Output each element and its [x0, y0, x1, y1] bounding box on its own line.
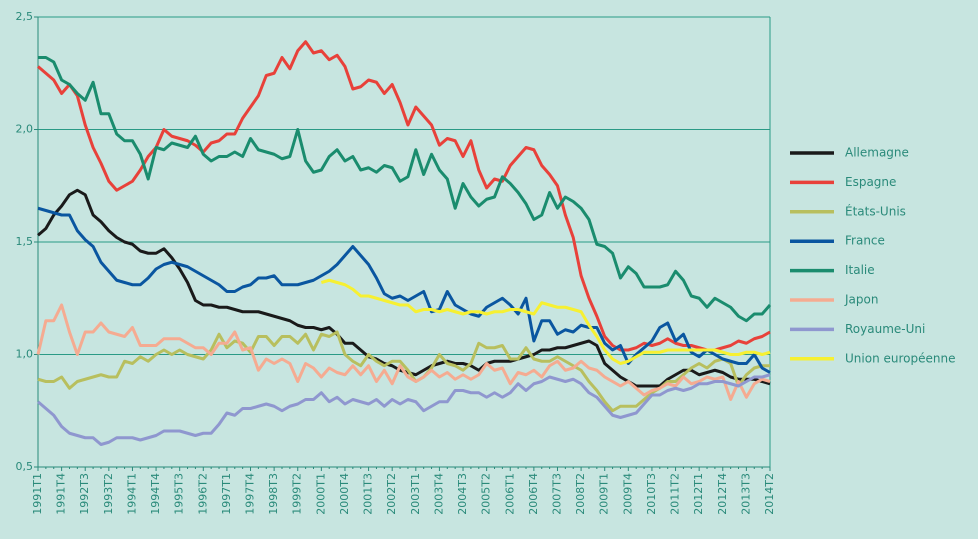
y-tick-label: 0,5 [16, 460, 34, 473]
y-tick-label: 1,0 [16, 348, 34, 361]
x-tick-label: 2004T3 [456, 473, 469, 515]
x-tick-label: 2010T3 [645, 473, 658, 515]
x-tick-label: 1992T3 [78, 473, 91, 515]
x-tick-label: 2008T2 [574, 473, 587, 515]
x-tick-label: 1994T4 [149, 473, 162, 515]
x-tick-label: 2003T4 [432, 473, 445, 515]
x-tick-label: 1996T2 [196, 473, 209, 515]
x-tick-label: 1994T1 [125, 473, 138, 515]
x-tick-label: 1999T2 [291, 473, 304, 515]
x-tick-label: 2002T2 [385, 473, 398, 515]
x-tick-label: 2003T1 [409, 473, 422, 515]
x-tick-label: 2013T3 [739, 473, 752, 515]
legend-label: Royaume-Uni [845, 322, 925, 336]
series-line [37, 373, 771, 446]
x-tick-label: 1991T4 [55, 473, 68, 515]
legend-label: Union européenne [845, 351, 955, 365]
series-line [38, 56, 772, 323]
series-line [320, 278, 771, 365]
x-tick-label: 2006T4 [527, 473, 540, 515]
legend-label: Italie [845, 263, 875, 277]
y-tick-label: 1,5 [16, 235, 34, 248]
x-tick-label: 2005T2 [480, 473, 493, 515]
x-tick-label: 1997T4 [244, 473, 257, 515]
series-line [36, 303, 771, 401]
x-tick-label: 1997T1 [220, 473, 233, 515]
x-tick-label: 2001T3 [362, 473, 375, 515]
legend-label: Japon [844, 293, 878, 307]
x-tick-label: 1991T1 [31, 473, 44, 515]
legend-label: Espagne [845, 175, 896, 189]
x-tick-label: 2000T4 [338, 473, 351, 515]
x-tick-label: 2011T2 [669, 473, 682, 515]
series-line [37, 330, 770, 413]
x-tick-label: 1993T2 [102, 473, 115, 515]
legend-label: Allemagne [845, 146, 909, 160]
y-tick-label: 2,5 [16, 10, 34, 23]
legend-label: États-Unis [845, 203, 906, 218]
x-tick-label: 2006T1 [503, 473, 516, 515]
x-tick-label: 2000T1 [314, 473, 327, 515]
x-tick-label: 1998T3 [267, 473, 280, 515]
series-line [37, 206, 771, 374]
x-tick-label: 2012T1 [692, 473, 705, 515]
x-tick-label: 2012T4 [716, 473, 729, 515]
x-tick-label: 2014T2 [763, 473, 776, 515]
x-tick-label: 2009T4 [621, 473, 634, 515]
x-tick-label: 1995T3 [173, 473, 186, 515]
x-tick-label: 2009T1 [598, 473, 611, 515]
x-tick-label: 2007T3 [550, 473, 563, 515]
legend-label: France [845, 234, 885, 248]
y-tick-label: 2,0 [16, 123, 34, 136]
